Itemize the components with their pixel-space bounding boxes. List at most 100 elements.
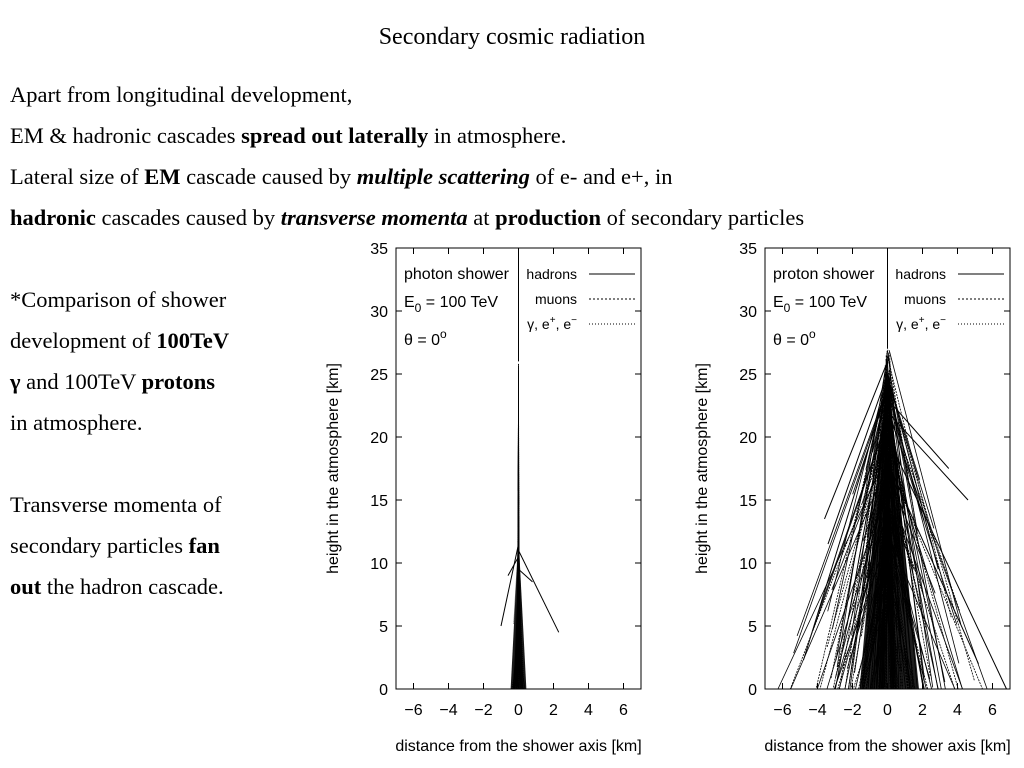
spread-track bbox=[827, 373, 888, 545]
spread-track bbox=[518, 550, 560, 633]
side-line-1: *Comparison of shower bbox=[10, 287, 227, 312]
spread-track bbox=[887, 373, 939, 570]
hadron-track bbox=[888, 382, 912, 498]
em-track bbox=[513, 541, 519, 625]
spread-track bbox=[500, 543, 519, 627]
hadron-core bbox=[859, 355, 919, 689]
hadron-track bbox=[888, 375, 934, 688]
chart-title: photon shower bbox=[404, 266, 510, 283]
y-tick-label: 30 bbox=[739, 304, 757, 321]
text-span: secondary particles bbox=[10, 533, 189, 558]
x-tick-label: −2 bbox=[474, 702, 492, 719]
hadron-track bbox=[826, 425, 889, 648]
y-axis-label: height in the atmosphere [km] bbox=[325, 363, 342, 574]
intro-line-3: Lateral size of EM cascade caused by mul… bbox=[10, 156, 1020, 197]
y-tick-label: 25 bbox=[739, 367, 757, 384]
x-tick-label: 4 bbox=[953, 702, 962, 719]
x-axis-label: distance from the shower axis [km] bbox=[764, 738, 1010, 755]
spread-track bbox=[824, 361, 888, 520]
emphasis-out: out bbox=[10, 574, 42, 599]
intro-text: Apart from longitudinal development, EM … bbox=[10, 74, 1020, 238]
text-span: EM & hadronic cascades bbox=[10, 123, 242, 148]
emphasis-em: EM bbox=[144, 164, 181, 189]
text-span: of secondary particles bbox=[601, 205, 805, 230]
hadron-track bbox=[832, 441, 887, 690]
x-tick-label: 2 bbox=[918, 702, 927, 719]
emphasis-transverse-momenta: transverse momenta bbox=[280, 205, 468, 230]
hadron-track bbox=[885, 456, 927, 629]
spread-track bbox=[507, 556, 519, 576]
y-tick-label: 5 bbox=[748, 619, 757, 636]
hadron-track bbox=[827, 380, 886, 612]
hadron-track bbox=[835, 401, 888, 690]
emphasis-100tev: 100TeV bbox=[156, 328, 230, 353]
hadron-track bbox=[790, 464, 888, 690]
x-tick-label: 0 bbox=[883, 702, 892, 719]
x-tick-label: 0 bbox=[514, 702, 523, 719]
text-span: cascades caused by bbox=[95, 205, 281, 230]
y-tick-label: 10 bbox=[739, 556, 757, 573]
legend-hadrons-label: hadrons bbox=[526, 266, 577, 282]
x-tick-label: −6 bbox=[404, 702, 422, 719]
angle-annotation: θ = 0o bbox=[773, 327, 816, 349]
hadron-track bbox=[819, 429, 888, 690]
hadron-track bbox=[796, 386, 889, 636]
spread-track bbox=[887, 461, 979, 665]
spread-track bbox=[887, 436, 1007, 690]
legend-em-label: γ, e+, e− bbox=[527, 315, 577, 332]
chart-title: proton shower bbox=[773, 266, 875, 283]
x-tick-label: 4 bbox=[584, 702, 593, 719]
text-span: the hadron cascade. bbox=[41, 574, 224, 599]
side-line-5: Transverse momenta of bbox=[10, 492, 222, 517]
text-span: and 100TeV bbox=[20, 369, 142, 394]
y-tick-label: 20 bbox=[739, 430, 757, 447]
legend-muons-label: muons bbox=[904, 291, 946, 307]
emphasis-hadronic: hadronic bbox=[10, 205, 96, 230]
hadron-track bbox=[817, 418, 889, 613]
x-tick-label: 2 bbox=[549, 702, 558, 719]
emphasis-gamma: γ bbox=[10, 369, 21, 394]
y-tick-label: 0 bbox=[379, 682, 388, 699]
hadron-track bbox=[889, 370, 918, 532]
text-span: Lateral size of bbox=[10, 164, 145, 189]
x-axis-label: distance from the shower axis [km] bbox=[395, 738, 641, 755]
energy-annotation: E0 = 100 TeV bbox=[404, 294, 498, 315]
intro-line-4: hadronic cascades caused by transverse m… bbox=[10, 197, 1020, 238]
emphasis-production: production bbox=[495, 205, 602, 230]
chart-photon-shower: 0 5 10 15 20 25 30 35 −6 −4 −2 0 2 4 6 distance from th… bbox=[325, 241, 642, 755]
slide-title: Secondary cosmic radiation bbox=[378, 24, 646, 50]
y-axis-label: height in the atmosphere [km] bbox=[694, 363, 711, 574]
emphasis-fan: fan bbox=[188, 533, 220, 558]
y-tick-label: 30 bbox=[370, 304, 388, 321]
legend-hadrons-label: hadrons bbox=[895, 266, 946, 282]
angle-annotation: θ = 0o bbox=[404, 327, 447, 349]
text-span: of e- and e+, in bbox=[529, 164, 673, 189]
hadron-track bbox=[830, 381, 891, 679]
y-tick-label: 35 bbox=[370, 241, 388, 258]
chart-proton-shower: 0 5 10 15 20 25 30 35 −6 −4 −2 0 2 4 6 distance from th… bbox=[694, 241, 1011, 755]
text-span: at bbox=[467, 205, 496, 230]
hadron-track bbox=[839, 406, 887, 690]
hadron-track bbox=[836, 365, 887, 668]
spread-track bbox=[518, 568, 533, 583]
hadron-track bbox=[886, 487, 956, 690]
hadron-track bbox=[886, 382, 960, 664]
intro-line-1: Apart from longitudinal development, bbox=[10, 82, 353, 107]
spread-track bbox=[887, 398, 950, 469]
y-tick-label: 5 bbox=[379, 619, 388, 636]
y-tick-label: 35 bbox=[739, 241, 757, 258]
text-span: in atmosphere. bbox=[428, 123, 567, 148]
x-tick-label: −6 bbox=[773, 702, 791, 719]
y-tick-label: 25 bbox=[370, 367, 388, 384]
energy-annotation: E0 = 100 TeV bbox=[773, 294, 867, 315]
emphasis-multiple-scattering: multiple scattering bbox=[356, 164, 530, 189]
x-tick-label: −4 bbox=[808, 702, 826, 719]
x-tick-label: −4 bbox=[439, 702, 457, 719]
side-line-2: development of 100TeV bbox=[10, 320, 310, 361]
side-line-4: in atmosphere. bbox=[10, 410, 143, 435]
legend-em-label: γ, e+, e− bbox=[896, 315, 946, 332]
text-span: cascade caused by bbox=[180, 164, 357, 189]
legend-muons-label: muons bbox=[535, 291, 577, 307]
side-line-7: out the hadron cascade. bbox=[10, 566, 310, 607]
